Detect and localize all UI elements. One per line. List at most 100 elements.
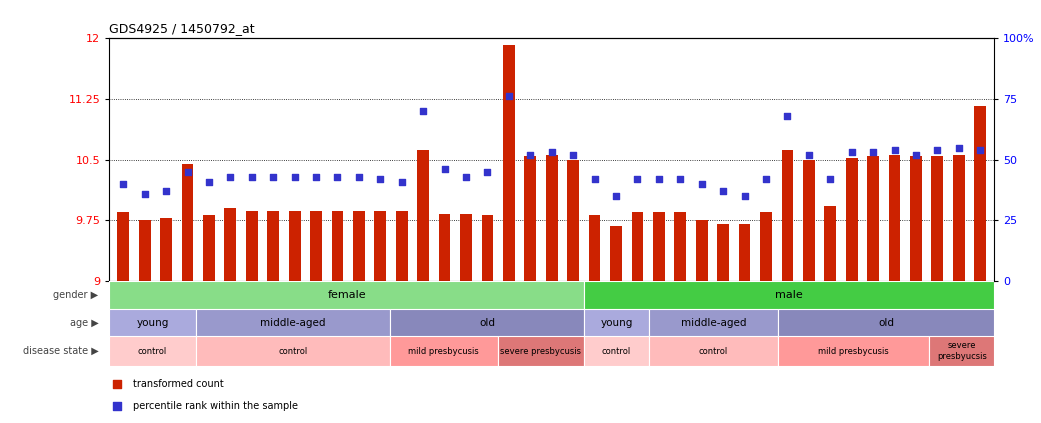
Point bbox=[264, 173, 281, 180]
Point bbox=[458, 173, 475, 180]
Text: male: male bbox=[776, 290, 803, 300]
Bar bbox=[782, 150, 793, 281]
Bar bbox=[288, 211, 301, 281]
Text: gender ▶: gender ▶ bbox=[53, 290, 99, 300]
Point bbox=[801, 151, 817, 158]
Bar bbox=[739, 224, 751, 281]
Point bbox=[179, 168, 196, 175]
Point bbox=[693, 181, 710, 187]
Text: transformed count: transformed count bbox=[133, 379, 224, 389]
Text: age ▶: age ▶ bbox=[70, 318, 99, 327]
Point bbox=[779, 113, 795, 119]
Bar bbox=[930, 336, 994, 366]
Point bbox=[393, 178, 410, 185]
Point bbox=[351, 173, 367, 180]
Text: control: control bbox=[699, 346, 729, 356]
Bar bbox=[824, 206, 836, 281]
Point bbox=[115, 181, 131, 187]
Bar bbox=[779, 309, 994, 336]
Text: mild presbycusis: mild presbycusis bbox=[818, 346, 889, 356]
Bar bbox=[225, 208, 236, 281]
Bar bbox=[974, 106, 986, 281]
Text: middle-aged: middle-aged bbox=[260, 318, 326, 327]
Bar bbox=[695, 220, 708, 281]
Bar bbox=[196, 336, 390, 366]
Bar bbox=[589, 215, 601, 281]
Bar bbox=[779, 336, 930, 366]
Text: disease state ▶: disease state ▶ bbox=[23, 346, 99, 356]
Bar bbox=[438, 214, 451, 281]
Point bbox=[329, 173, 346, 180]
Point bbox=[244, 173, 260, 180]
Bar bbox=[910, 156, 922, 281]
Text: old: old bbox=[879, 318, 894, 327]
Text: middle-aged: middle-aged bbox=[681, 318, 746, 327]
Bar bbox=[396, 211, 408, 281]
Point bbox=[222, 173, 238, 180]
Point bbox=[886, 147, 903, 154]
Point bbox=[372, 176, 388, 183]
Bar bbox=[268, 211, 279, 281]
Bar bbox=[584, 336, 649, 366]
Point bbox=[929, 147, 945, 154]
Text: control: control bbox=[602, 346, 631, 356]
Point bbox=[522, 151, 538, 158]
Point bbox=[565, 151, 582, 158]
Text: old: old bbox=[479, 318, 494, 327]
Point bbox=[286, 173, 303, 180]
Bar bbox=[584, 309, 649, 336]
Bar bbox=[498, 336, 584, 366]
Point bbox=[736, 193, 753, 200]
Point bbox=[671, 176, 688, 183]
Bar bbox=[332, 211, 344, 281]
Text: young: young bbox=[601, 318, 633, 327]
Point bbox=[479, 168, 496, 175]
Bar bbox=[525, 156, 536, 281]
Point bbox=[136, 190, 153, 197]
Bar bbox=[567, 160, 579, 281]
Point bbox=[629, 176, 645, 183]
Point bbox=[543, 149, 560, 156]
Text: severe
presbyucsis: severe presbyucsis bbox=[937, 341, 987, 361]
Bar bbox=[390, 336, 498, 366]
Point bbox=[308, 173, 325, 180]
Bar bbox=[889, 155, 900, 281]
Bar bbox=[610, 226, 621, 281]
Bar bbox=[118, 212, 129, 281]
Bar bbox=[867, 157, 879, 281]
Point bbox=[415, 108, 432, 115]
Text: percentile rank within the sample: percentile rank within the sample bbox=[133, 401, 298, 411]
Bar bbox=[803, 160, 815, 281]
Bar bbox=[932, 157, 943, 281]
Point bbox=[651, 176, 667, 183]
Bar bbox=[109, 309, 196, 336]
Bar bbox=[845, 158, 858, 281]
Point bbox=[843, 149, 860, 156]
Bar bbox=[482, 215, 493, 281]
Bar bbox=[109, 281, 584, 309]
Bar bbox=[390, 309, 584, 336]
Bar bbox=[375, 211, 386, 281]
Point bbox=[436, 166, 453, 173]
Point bbox=[108, 381, 125, 387]
Bar bbox=[584, 281, 994, 309]
Text: female: female bbox=[327, 290, 366, 300]
Bar bbox=[417, 150, 429, 281]
Bar bbox=[203, 215, 214, 281]
Point bbox=[586, 176, 603, 183]
Bar bbox=[160, 218, 172, 281]
Point bbox=[908, 151, 924, 158]
Point bbox=[608, 193, 625, 200]
Bar bbox=[246, 211, 258, 281]
Bar bbox=[649, 336, 779, 366]
Bar bbox=[675, 212, 686, 281]
Point bbox=[865, 149, 882, 156]
Bar bbox=[196, 309, 390, 336]
Bar bbox=[632, 212, 643, 281]
Bar bbox=[460, 214, 472, 281]
Bar bbox=[353, 211, 364, 281]
Text: control: control bbox=[137, 346, 168, 356]
Bar bbox=[545, 155, 558, 281]
Point bbox=[158, 188, 175, 195]
Point bbox=[972, 147, 989, 154]
